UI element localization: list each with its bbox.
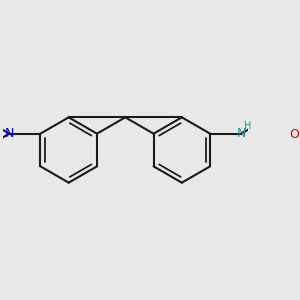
Text: N: N [5,127,14,140]
Text: O: O [290,128,300,141]
Text: H: H [244,121,251,131]
Text: N: N [236,127,246,140]
